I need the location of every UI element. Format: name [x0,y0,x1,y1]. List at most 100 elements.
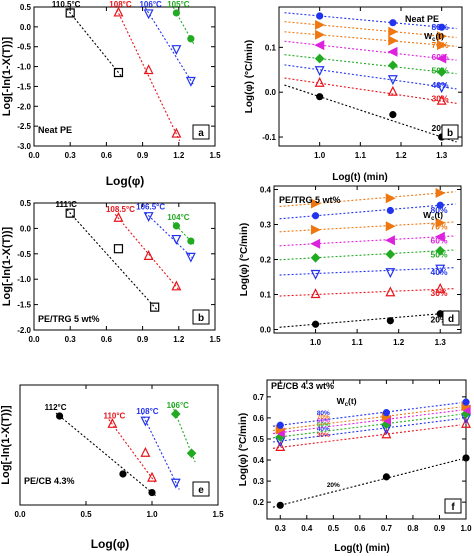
fit-line [284,77,457,104]
series-30%: 30% [272,417,471,451]
panel-1: 1.0 1.1 1.2 1.3 -0.1 0.0 0.1 Log(φ) (°C/min) Log… [244,6,463,183]
x-tick-label: 0.3 [65,151,77,160]
fit-line [144,7,195,86]
fit-line [279,235,456,247]
y-tick-label: 0.0 [265,88,277,97]
panel-5: 0.3 0.4 0.5 0.6 0.7 0.8 0.9 1.0 0.2 0.3 0.4 0.5 0.6 0… [238,379,472,554]
data-point [315,29,326,40]
data-point [381,428,392,439]
series-40%: 40% [279,264,456,280]
legend-label: 20% [327,482,340,489]
legend-label: 50% [317,422,330,429]
data-point [435,217,446,228]
data-point [314,76,325,87]
data-point [172,222,180,230]
legend-label: 50% [430,250,447,260]
fit-line [66,8,123,77]
series-60%: 60% [284,40,457,64]
data-point [382,473,390,481]
fit-line [272,418,461,443]
data-point [314,40,325,51]
y-axis-label: Log(φ) (°C/min) [239,223,250,296]
data-point [113,6,124,17]
data-point [436,94,447,105]
plot-frame [266,379,467,520]
data-point [386,206,394,215]
x-tick-label: 1.0 [314,151,326,160]
y-tick-label: 0.0 [260,326,272,335]
data-point [113,67,124,78]
x-tick-label: 1.0 [310,338,322,347]
series-111°C: 111°C [55,200,160,312]
y-tick-label: -1.5 [17,301,31,310]
x-tick-label: 0.6 [354,524,366,533]
data-point [462,398,470,406]
y-tick-label: -2.0 [17,102,31,111]
series-20%: 20% [272,454,470,509]
series-20%: 20% [279,310,456,328]
data-point [435,264,446,275]
fit-line [284,64,457,90]
series-50%: 50% [272,408,471,442]
sample-label: PE/TRG 5 wt% [38,314,100,324]
fit-line [284,31,457,47]
panel-letter-box [441,124,459,140]
x-tick-label: 1.2 [173,151,185,160]
data-point [316,93,324,101]
legend-label: 70% [431,40,448,50]
series-104°C: 104°C [167,213,195,245]
series-label: 106.5°C [136,203,165,212]
legend-label: 80% [431,22,448,32]
fit-line [284,12,457,30]
x-tick-label: 0.6 [101,151,113,160]
series-106°C: 106°C [167,401,197,463]
data-point [385,235,395,246]
y-tick-label: -0.5 [17,43,31,52]
sample-label: PE/CB 4.3% [24,476,75,486]
plot-frame [33,6,216,147]
fit-line [66,209,159,312]
series-label: 110.5°C [52,0,81,9]
legend-label: 60% [430,236,447,246]
y-tick-label: -2.5 [17,122,31,131]
series-108°C: 108°C [136,407,181,490]
y-axis-label: Log[-ln(1-X(T))] [1,226,13,306]
series-label: 106°C [139,0,162,9]
data-point [436,83,447,94]
data-point [388,35,399,46]
y-tick-label: 0.4 [253,456,265,465]
legend-label: 70% [317,414,330,421]
x-tick-label: 0.4 [301,524,313,533]
data-point [172,9,180,17]
x-tick-label: 0.0 [28,151,40,160]
data-point [310,288,321,299]
plot-frame [19,384,219,506]
legend-label: 30% [431,94,448,104]
data-point [385,286,396,297]
x-tick-label: 0.3 [65,335,77,344]
y-tick-label: 0.5 [20,199,32,208]
data-point [438,23,446,31]
y-axis-label: Log(φ) (°C/min) [244,40,255,113]
x-tick-label: 1.1 [355,151,367,160]
fit-line [279,311,456,328]
panel-letter: a [198,128,204,139]
x-tick-label: 0.5 [328,524,340,533]
fit-line [279,249,456,261]
x-tick-label: 0.3 [275,524,287,533]
data-point [185,76,196,87]
series-label: 108°C [109,0,132,9]
data-point [310,238,321,249]
series-70%: 70% [272,401,472,435]
panel-letter: d [448,314,454,325]
series-110°C: 110°C [103,411,157,484]
fit-line [272,409,461,435]
series-80%: 80% [279,201,456,220]
series-label: 106°C [167,401,190,410]
series-label: 111°C [55,200,77,209]
data-point [185,252,196,263]
fit-line [279,221,456,233]
legend-label: 20% [431,123,448,133]
panel-letter-box [444,498,462,514]
data-point [314,66,325,77]
